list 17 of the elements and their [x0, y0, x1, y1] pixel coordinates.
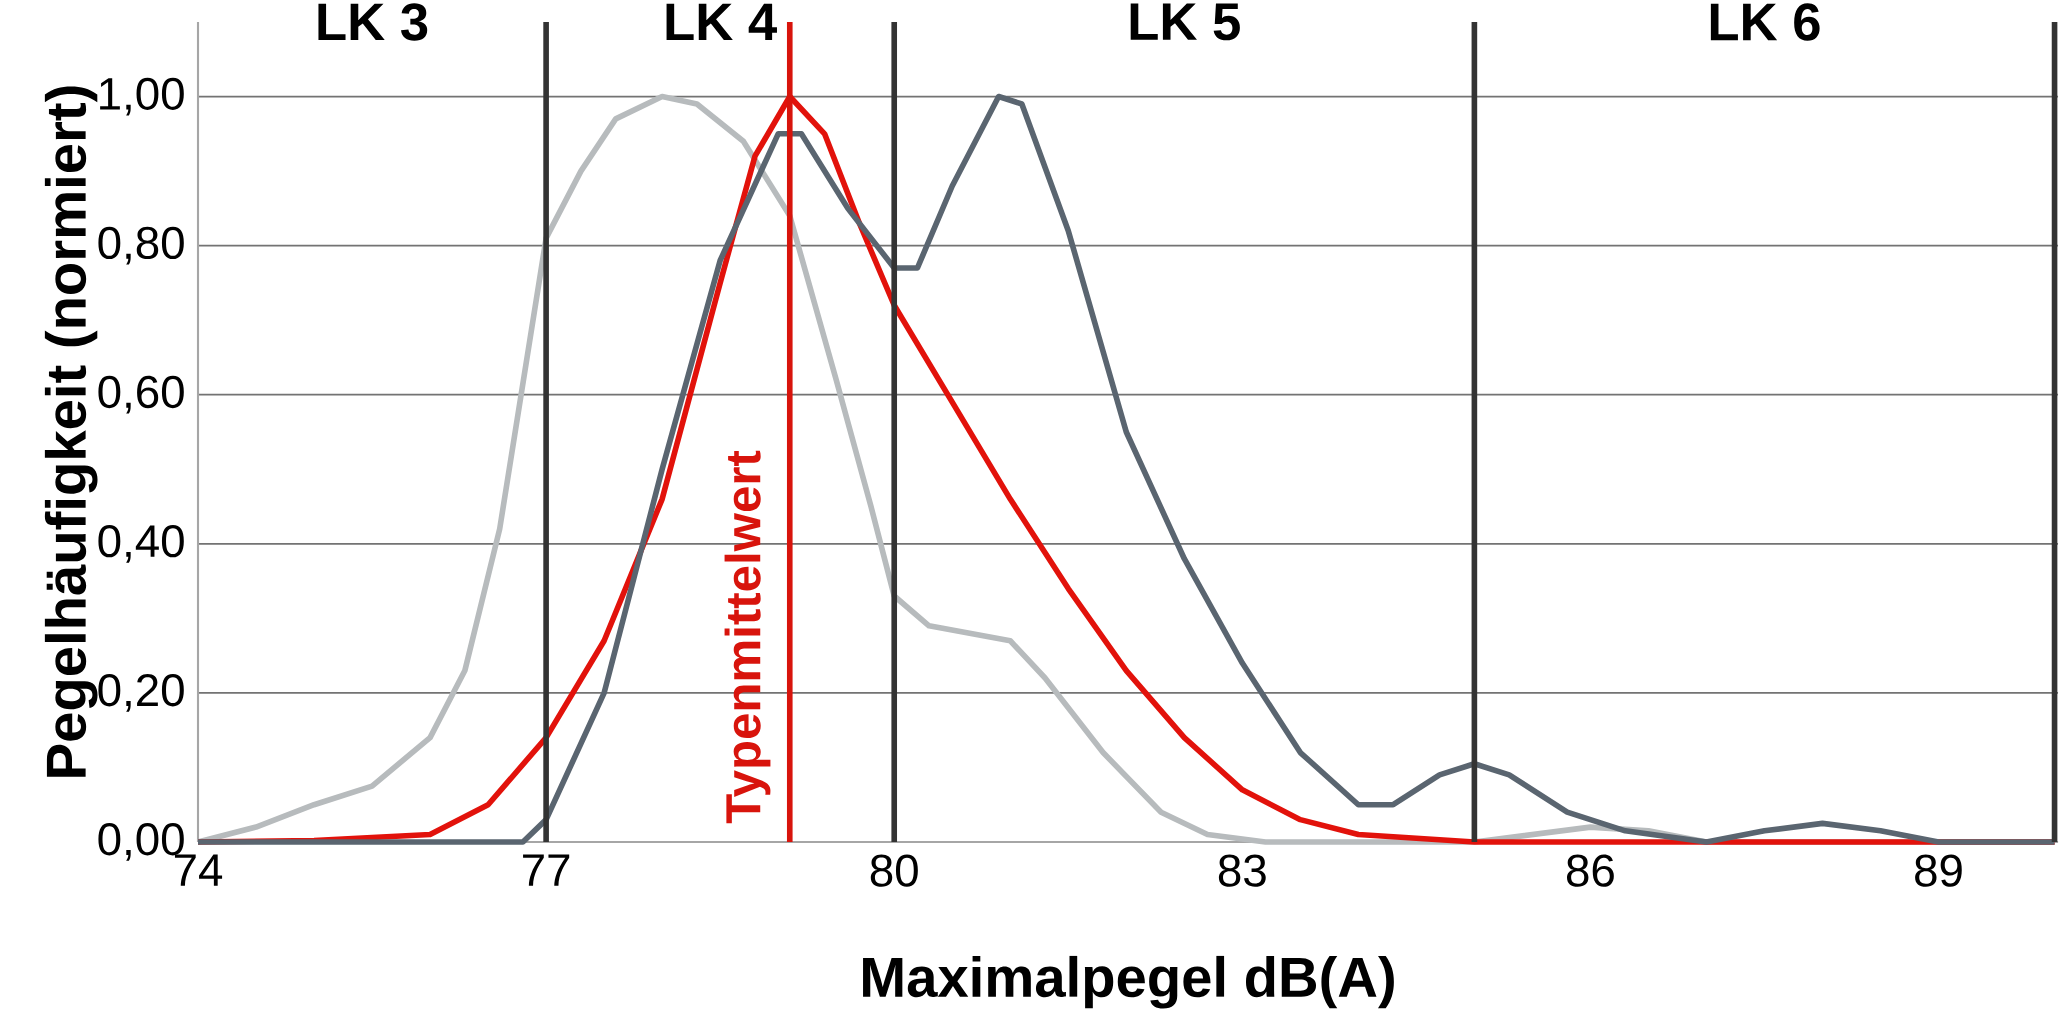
y-tick-label: 0,40 — [98, 524, 184, 563]
annotation: LK 4 — [666, 3, 777, 41]
x-tick-label: 86 — [1566, 854, 1614, 887]
y-tick-label: 1,00 — [100, 77, 184, 116]
x-tick-label: 83 — [1218, 854, 1266, 887]
y-tick-label: 0,20 — [98, 674, 184, 712]
y-tick-label: 0,80 — [98, 226, 184, 265]
annotation: LK 3 — [318, 3, 428, 41]
ref-line-label: Typenmittelwert — [724, 450, 771, 824]
x-axis-title: Maximalpegel dB(A) — [863, 955, 1394, 1009]
annotation: LK 6 — [1710, 3, 1820, 41]
y-axis-title: Pegelhäufigkeit (normiert) — [44, 86, 98, 777]
x-tick-label: 77 — [523, 854, 570, 886]
x-tick-label: 89 — [1915, 854, 1962, 887]
y-tick-label: 0,60 — [98, 375, 184, 414]
annotation: LK 5 — [1130, 3, 1240, 41]
x-tick-label: 80 — [870, 854, 918, 887]
